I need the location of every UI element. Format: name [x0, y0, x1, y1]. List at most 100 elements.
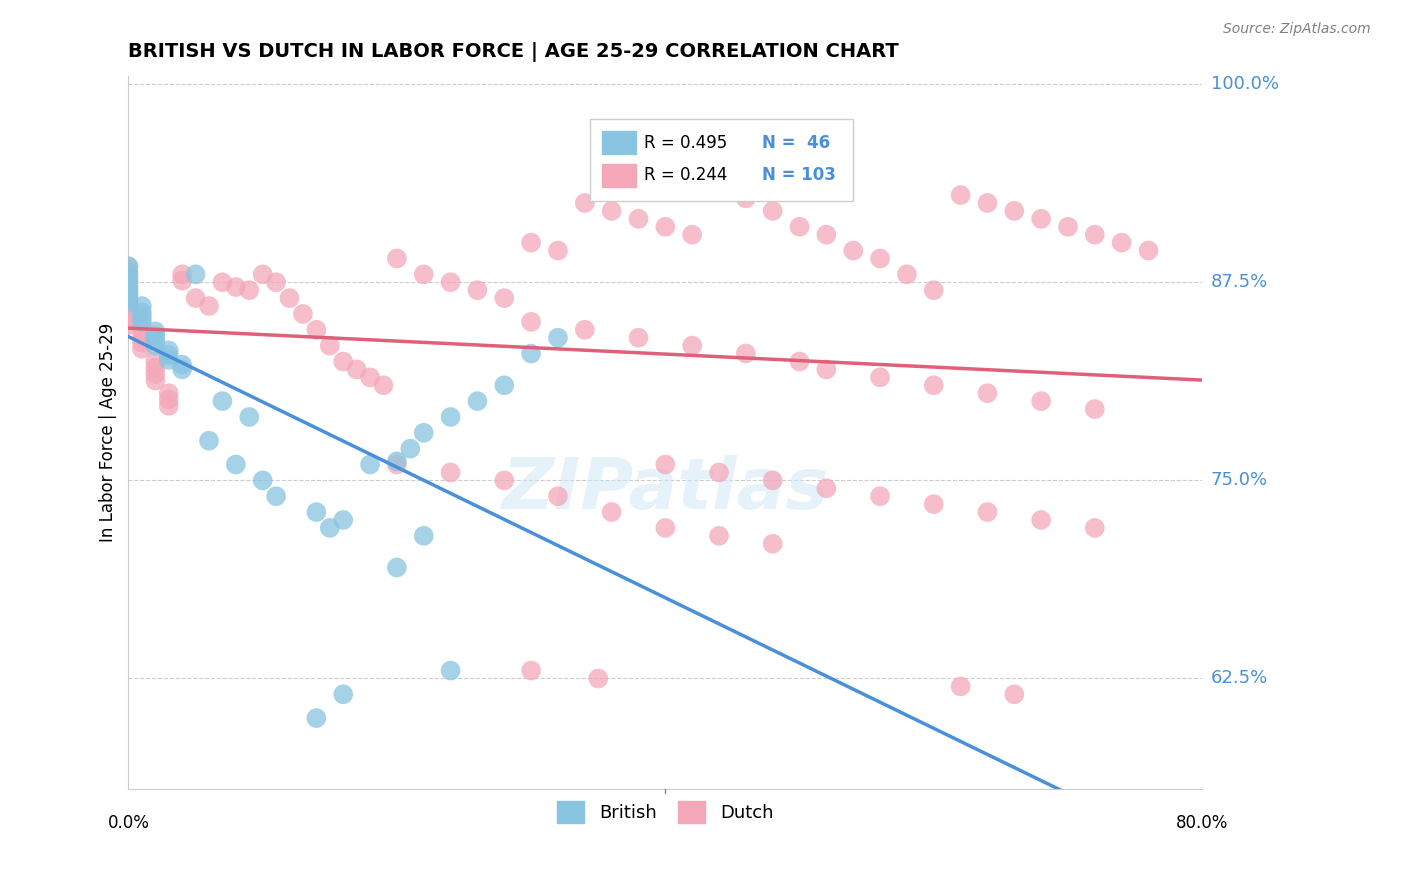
Point	[789, 219, 811, 234]
Point	[117, 280, 139, 294]
Point	[252, 474, 274, 488]
Point	[184, 268, 207, 282]
Point	[627, 211, 650, 226]
Point	[654, 219, 676, 234]
Point	[117, 274, 139, 288]
Point	[385, 252, 408, 266]
Text: Source: ZipAtlas.com: Source: ZipAtlas.com	[1223, 22, 1371, 37]
Point	[494, 291, 516, 305]
Point	[373, 378, 395, 392]
Point	[305, 323, 328, 337]
Point	[600, 505, 623, 519]
Point	[131, 335, 153, 350]
Point	[1084, 227, 1107, 242]
Point	[707, 529, 730, 543]
Point	[131, 305, 153, 319]
Point	[332, 687, 354, 701]
Point	[117, 264, 139, 278]
Point	[439, 409, 461, 424]
Point	[922, 283, 945, 297]
Point	[815, 362, 838, 376]
Point	[520, 664, 543, 678]
Point	[547, 489, 569, 503]
Point	[1029, 211, 1052, 226]
Point	[385, 560, 408, 574]
Point	[949, 188, 972, 202]
Point	[143, 367, 166, 381]
Point	[157, 392, 180, 407]
Point	[869, 489, 891, 503]
Point	[157, 352, 180, 367]
Point	[412, 268, 434, 282]
Text: ZIPatlas: ZIPatlas	[502, 455, 830, 524]
Point	[172, 268, 194, 282]
Point	[131, 342, 153, 356]
Text: R = 0.495: R = 0.495	[644, 134, 727, 152]
Point	[762, 474, 785, 488]
Point	[143, 324, 166, 338]
Point	[520, 346, 543, 360]
Point	[627, 331, 650, 345]
Point	[131, 299, 153, 313]
Point	[1057, 219, 1080, 234]
Point	[143, 374, 166, 388]
Point	[574, 196, 596, 211]
Point	[976, 505, 998, 519]
Point	[1084, 521, 1107, 535]
Point	[1029, 513, 1052, 527]
Point	[117, 280, 139, 294]
Point	[143, 354, 166, 368]
Point	[734, 191, 756, 205]
Point	[586, 672, 609, 686]
Text: BRITISH VS DUTCH IN LABOR FORCE | AGE 25-29 CORRELATION CHART: BRITISH VS DUTCH IN LABOR FORCE | AGE 25…	[128, 42, 900, 62]
Point	[117, 286, 139, 301]
Point	[574, 323, 596, 337]
Point	[172, 274, 194, 288]
Point	[815, 481, 838, 495]
Point	[117, 311, 139, 326]
Point	[332, 354, 354, 368]
Point	[547, 244, 569, 258]
Point	[291, 307, 314, 321]
Point	[762, 537, 785, 551]
Point	[547, 331, 569, 345]
Point	[399, 442, 422, 456]
Text: 87.5%: 87.5%	[1211, 273, 1268, 292]
Point	[520, 235, 543, 250]
Point	[117, 305, 139, 319]
Point	[1111, 235, 1133, 250]
Point	[131, 329, 153, 343]
Point	[143, 338, 166, 352]
Point	[922, 497, 945, 511]
Point	[412, 425, 434, 440]
Point	[494, 474, 516, 488]
Point	[157, 343, 180, 358]
Point	[117, 291, 139, 305]
Text: 75.0%: 75.0%	[1211, 471, 1268, 490]
Text: R = 0.244: R = 0.244	[644, 166, 727, 185]
Point	[211, 275, 233, 289]
Point	[172, 358, 194, 372]
Point	[131, 310, 153, 325]
Point	[157, 348, 180, 362]
Point	[439, 466, 461, 480]
Text: N =  46: N = 46	[762, 134, 830, 152]
Point	[654, 521, 676, 535]
Point	[143, 360, 166, 375]
Point	[157, 386, 180, 401]
Point	[359, 458, 381, 472]
Point	[1002, 687, 1025, 701]
Point	[143, 329, 166, 343]
Point	[184, 291, 207, 305]
Point	[332, 513, 354, 527]
Point	[869, 252, 891, 266]
Text: 80.0%: 80.0%	[1175, 814, 1229, 832]
Point	[654, 458, 676, 472]
Point	[305, 711, 328, 725]
Point	[439, 275, 461, 289]
Point	[1084, 402, 1107, 417]
Y-axis label: In Labor Force | Age 25-29: In Labor Force | Age 25-29	[100, 323, 117, 542]
Point	[815, 227, 838, 242]
Point	[131, 315, 153, 329]
Point	[198, 434, 221, 448]
